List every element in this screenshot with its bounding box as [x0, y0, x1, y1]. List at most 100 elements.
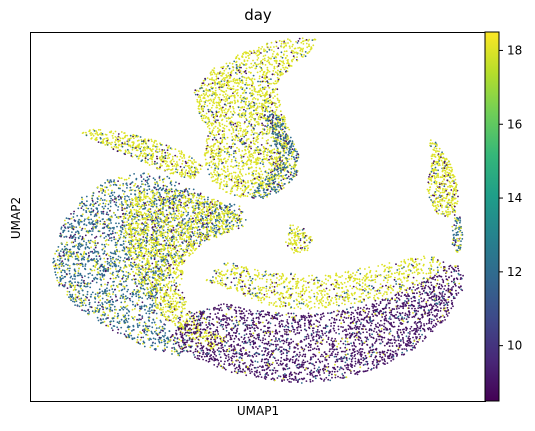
data-point — [276, 97, 279, 100]
data-point — [252, 140, 255, 142]
data-point — [210, 172, 212, 175]
data-point — [249, 163, 252, 165]
data-point — [128, 144, 131, 147]
data-point — [253, 178, 256, 180]
data-point — [232, 107, 235, 110]
data-point — [178, 182, 181, 185]
data-point — [77, 281, 79, 284]
data-point — [255, 121, 258, 123]
data-point — [76, 284, 79, 287]
data-point — [107, 193, 110, 196]
data-point — [282, 139, 285, 142]
data-point — [229, 111, 232, 113]
data-point — [199, 168, 202, 171]
data-point — [138, 143, 141, 146]
data-point — [160, 144, 162, 146]
data-point — [226, 94, 229, 97]
data-point — [260, 196, 262, 199]
data-point — [281, 120, 284, 123]
data-point — [183, 155, 185, 158]
data-point — [97, 242, 99, 244]
data-point — [245, 63, 247, 65]
data-point — [274, 71, 277, 74]
data-point — [290, 165, 293, 168]
data-point — [99, 299, 102, 302]
data-point — [121, 224, 124, 227]
data-point — [101, 248, 104, 251]
data-point — [209, 98, 212, 101]
data-point — [133, 213, 136, 216]
data-point — [245, 77, 248, 80]
data-point — [175, 199, 177, 202]
data-point — [200, 117, 203, 120]
data-point — [244, 146, 247, 149]
data-point — [258, 157, 260, 160]
data-point — [210, 147, 213, 150]
data-point — [169, 181, 172, 184]
data-point — [102, 141, 104, 144]
data-point — [102, 308, 104, 311]
data-point — [265, 176, 268, 178]
data-point — [270, 49, 273, 51]
data-point — [164, 151, 167, 154]
data-point — [149, 303, 152, 306]
data-point — [236, 54, 239, 57]
data-point — [206, 77, 209, 79]
data-point — [103, 243, 106, 246]
data-point — [152, 205, 154, 208]
data-point — [146, 179, 149, 182]
data-point — [238, 109, 241, 112]
data-point — [127, 152, 129, 155]
data-point — [223, 130, 226, 133]
data-point — [112, 137, 114, 139]
data-point — [166, 253, 169, 255]
data-point — [135, 147, 137, 149]
data-point — [266, 159, 269, 162]
data-point — [188, 170, 190, 173]
data-point — [118, 222, 120, 225]
data-point — [274, 104, 276, 107]
data-point — [270, 82, 272, 85]
data-point — [255, 166, 258, 169]
data-point — [240, 98, 243, 101]
data-point — [140, 336, 143, 339]
data-point — [239, 170, 241, 173]
data-point — [223, 124, 226, 127]
data-point — [284, 142, 287, 145]
data-point — [215, 114, 217, 117]
data-point — [105, 200, 108, 202]
data-point — [288, 150, 291, 152]
data-point — [89, 282, 92, 285]
data-point — [120, 149, 122, 152]
data-point — [179, 172, 181, 174]
data-point — [257, 153, 260, 156]
data-point — [272, 169, 274, 172]
data-point — [243, 184, 246, 187]
data-point — [224, 100, 227, 103]
data-point — [230, 188, 233, 191]
data-point — [177, 164, 179, 167]
data-point — [271, 122, 274, 124]
data-point — [203, 239, 206, 242]
data-point — [256, 71, 259, 74]
data-point — [220, 181, 223, 184]
data-point — [238, 71, 241, 74]
data-point — [225, 62, 228, 65]
data-point — [155, 188, 158, 191]
data-point — [242, 131, 244, 133]
data-point — [188, 172, 191, 174]
data-point — [256, 136, 258, 138]
data-point — [140, 150, 142, 153]
data-point — [239, 171, 241, 174]
data-point — [110, 146, 113, 149]
data-point — [106, 257, 109, 260]
data-point — [161, 150, 164, 153]
data-point — [213, 67, 216, 69]
data-point — [264, 54, 267, 57]
data-point — [300, 41, 303, 44]
data-point — [298, 46, 301, 49]
data-point — [166, 152, 169, 154]
data-point — [171, 165, 174, 168]
data-point — [206, 125, 209, 128]
data-point — [96, 218, 98, 221]
